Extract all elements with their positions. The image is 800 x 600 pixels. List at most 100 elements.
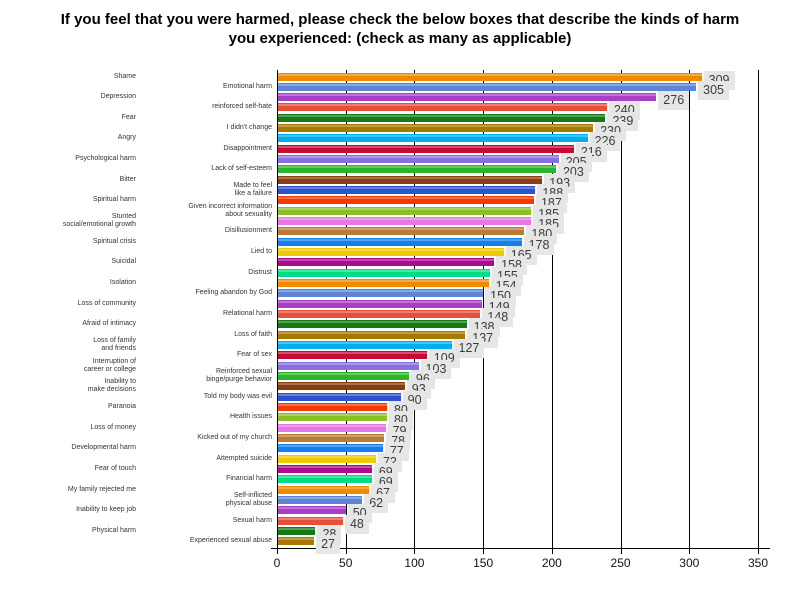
bar xyxy=(278,434,385,443)
bar xyxy=(278,516,343,525)
bar xyxy=(278,82,697,91)
category-label: Loss of community xyxy=(77,299,136,307)
bar-highlight xyxy=(278,517,343,520)
category-label: Kicked out of my church xyxy=(197,434,272,442)
bar-highlight xyxy=(278,249,504,252)
bar-highlight xyxy=(278,352,427,355)
category-label: Given incorrect information about sexual… xyxy=(188,202,272,218)
category-label: Disappointment xyxy=(223,144,272,152)
category-label: Afraid of intimacy xyxy=(82,320,136,328)
bar-highlight xyxy=(278,497,363,500)
bar-highlight xyxy=(278,94,657,97)
category-label: Reinforced sexual binge/purge behavior xyxy=(206,368,272,384)
x-axis-tick xyxy=(277,548,278,554)
category-label: Feeling abandon by God xyxy=(195,289,272,297)
bar-highlight xyxy=(278,259,495,262)
bar xyxy=(278,423,386,432)
x-gridline xyxy=(414,70,416,548)
bar xyxy=(278,103,607,112)
x-tick-label: 200 xyxy=(541,556,562,570)
bar-highlight xyxy=(278,445,383,448)
bar xyxy=(278,454,376,463)
value-label: 27 xyxy=(316,535,340,555)
x-axis-tick xyxy=(551,548,553,554)
bar xyxy=(278,206,532,215)
bar-highlight xyxy=(278,104,607,107)
bar-highlight xyxy=(278,311,481,314)
x-tick-label: 0 xyxy=(273,556,281,570)
bar xyxy=(278,113,606,122)
category-label: Relational harm xyxy=(222,310,272,318)
category-label: Loss of family and friends xyxy=(93,337,136,353)
bar xyxy=(278,299,482,308)
bar-highlight xyxy=(278,228,525,231)
x-axis-tick xyxy=(620,548,622,554)
category-label: Inability to keep job xyxy=(76,506,136,514)
bar-highlight xyxy=(278,187,536,190)
value-label: 48 xyxy=(344,514,369,534)
category-label: Developmental harm xyxy=(71,444,136,452)
bar-highlight xyxy=(278,507,346,510)
category-label: Health issues xyxy=(229,413,272,421)
category-label: Spiritual harm xyxy=(92,196,136,204)
bar-highlight xyxy=(278,476,372,479)
bar xyxy=(278,258,495,267)
category-label: Loss of money xyxy=(90,423,136,431)
category-label: My family rejected me xyxy=(67,485,136,493)
bar-highlight xyxy=(278,197,534,200)
category-label: Attempted suicide xyxy=(216,454,272,462)
category-label: Distrust xyxy=(248,268,272,276)
bar xyxy=(278,382,405,391)
bar-highlight xyxy=(278,404,387,407)
x-tick-label: 50 xyxy=(339,556,353,570)
bar-highlight xyxy=(278,145,574,148)
bar xyxy=(278,320,467,329)
bar xyxy=(278,413,387,422)
y-axis-line xyxy=(277,70,278,548)
bar xyxy=(278,165,556,174)
bar xyxy=(278,475,372,484)
category-label: Physical harm xyxy=(92,527,136,535)
category-label: Stunted social/emotional growth xyxy=(62,213,136,229)
bar xyxy=(278,330,466,339)
x-tick-label: 100 xyxy=(404,556,425,570)
category-label: Depression xyxy=(100,93,136,101)
bar xyxy=(278,351,427,360)
category-label: Experienced sexual abuse xyxy=(189,537,272,545)
bar-highlight xyxy=(278,135,588,138)
x-tick-label: 350 xyxy=(747,556,769,570)
category-label: Self-inflicted physical abuse xyxy=(225,492,272,508)
x-gridline xyxy=(345,70,347,548)
x-axis-tick xyxy=(689,548,691,554)
bar-highlight xyxy=(278,166,556,169)
bar-highlight xyxy=(278,114,606,117)
x-axis-tick xyxy=(414,548,416,554)
x-axis-line xyxy=(271,548,770,549)
chart-title-line1: If you feel that you were harmed, please… xyxy=(60,11,740,28)
bar-highlight xyxy=(278,538,315,541)
category-label: Psychological harm xyxy=(75,155,136,163)
chart-title: If you feel that you were harmed, please… xyxy=(0,10,800,48)
bar xyxy=(278,72,702,81)
bar xyxy=(278,227,525,236)
bar xyxy=(278,279,489,288)
bar-highlight xyxy=(278,269,490,272)
x-tick-label: 250 xyxy=(610,556,631,570)
category-label: Fear of touch xyxy=(94,465,136,473)
bar xyxy=(278,496,363,505)
x-axis-tick xyxy=(483,548,485,554)
value-label: 305 xyxy=(698,80,730,100)
category-label: reinforced self-hate xyxy=(212,103,272,111)
bar-highlight xyxy=(278,176,543,179)
x-axis-tick xyxy=(758,548,759,554)
category-label: Inability to make decisions xyxy=(87,378,136,394)
category-label: Disillusionment xyxy=(224,227,272,235)
bar xyxy=(278,341,452,350)
x-gridline xyxy=(758,70,759,548)
bar-highlight xyxy=(278,383,405,386)
category-label: Angry xyxy=(117,134,136,142)
bar-highlight xyxy=(278,321,467,324)
x-tick-label: 300 xyxy=(679,556,700,570)
bar-highlight xyxy=(278,435,385,438)
x-axis-tick xyxy=(345,548,347,554)
